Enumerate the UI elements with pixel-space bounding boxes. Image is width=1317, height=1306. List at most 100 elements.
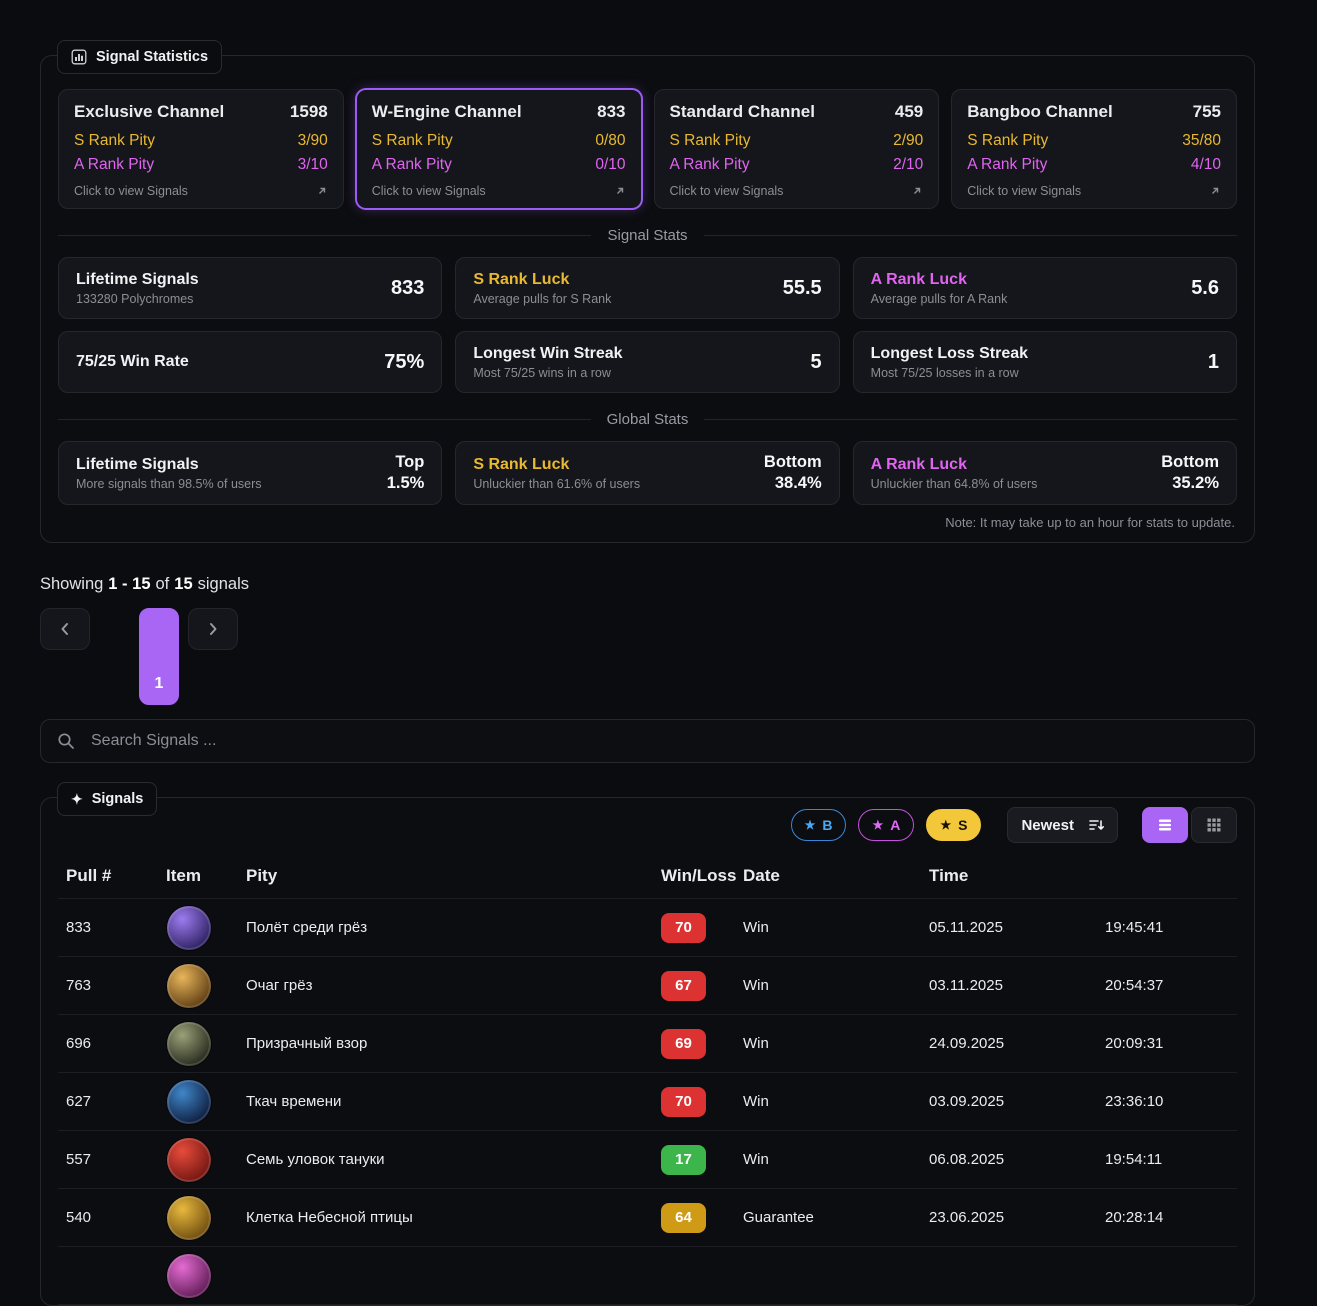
item-name: Очаг грёз xyxy=(246,977,313,994)
channel-card-exclusive[interactable]: Exclusive Channel 1598 S Rank Pity 3/90 … xyxy=(58,89,344,209)
pity-badge: 70 xyxy=(661,1086,706,1117)
s-rank-pity-value: 0/80 xyxy=(595,132,626,149)
search-bar[interactable] xyxy=(40,719,1255,763)
win-loss: Guarantee xyxy=(743,1209,814,1226)
pull-number: 557 xyxy=(66,1151,92,1168)
filter-s-rank[interactable]: ★ S xyxy=(926,809,982,841)
view-toggle xyxy=(1142,807,1237,843)
stat-subtitle: Most 75/25 wins in a row xyxy=(473,365,611,380)
stat-value: Bottom 35.2% xyxy=(1161,453,1219,492)
stat-title: Lifetime Signals xyxy=(76,270,199,288)
stat-title: Longest Win Streak xyxy=(473,344,623,362)
chevron-left-icon xyxy=(61,623,68,635)
view-signals-link: Click to view Signals xyxy=(669,184,784,198)
sort-descending-icon xyxy=(1089,820,1104,830)
page-button-1[interactable]: 1 xyxy=(139,608,179,705)
global-card-lifetime-signals: Lifetime Signals More signals than 98.5%… xyxy=(58,441,443,505)
table-row[interactable]: 763 Очаг грёз 67 Win 03.11.2025 20:54:37 xyxy=(58,957,1237,1015)
star-icon: ★ xyxy=(804,818,816,832)
a-rank-pity-label: A Rank Pity xyxy=(967,156,1048,173)
search-input[interactable] xyxy=(89,731,1238,751)
stat-value: Bottom 38.4% xyxy=(763,453,822,492)
next-page-button[interactable] xyxy=(188,608,238,650)
header-winloss: Win/Loss xyxy=(661,866,737,885)
channel-card-w-engine[interactable]: W-Engine Channel 833 S Rank Pity 0/80 A … xyxy=(355,89,642,209)
view-signals-link: Click to view Signals xyxy=(371,184,486,198)
s-rank-pity-label: S Rank Pity xyxy=(371,132,453,149)
stat-value: 55.5 xyxy=(782,276,822,299)
header-item: Item xyxy=(166,866,201,885)
showing-count: Showing 1 - 15 of 15 signals xyxy=(40,575,249,593)
table-row[interactable]: 557 Семь уловок тануки 17 Win 06.08.2025… xyxy=(58,1131,1237,1189)
pull-date: 05.11.2025 xyxy=(929,919,1003,936)
stat-value: Top 1.5% xyxy=(386,453,425,492)
item-name: Ткач времени xyxy=(246,1093,342,1110)
table-row[interactable] xyxy=(58,1247,1237,1305)
pull-time: 20:09:31 xyxy=(1105,1035,1164,1052)
sparkle-icon: ✦ xyxy=(71,790,83,807)
sort-label: Newest xyxy=(1021,816,1074,834)
stat-title: 75/25 Win Rate xyxy=(76,353,189,370)
filter-label: S xyxy=(958,817,968,833)
a-rank-pity-value: 2/10 xyxy=(893,156,924,173)
item-name: Полёт среди грёз xyxy=(246,919,368,936)
filter-a-rank[interactable]: ★ A xyxy=(858,809,915,841)
item-name: Семь уловок тануки xyxy=(246,1151,385,1168)
sort-dropdown[interactable]: Newest xyxy=(1007,807,1118,843)
a-rank-pity-label: A Rank Pity xyxy=(371,156,452,173)
stat-value: 5.6 xyxy=(1191,276,1219,299)
pity-badge: 69 xyxy=(661,1028,706,1059)
external-link-icon xyxy=(616,187,623,194)
stat-subtitle: Unluckier than 61.6% of users xyxy=(473,476,641,491)
table-row[interactable]: 540 Клетка Небесной птицы 64 Guarantee 2… xyxy=(58,1189,1237,1247)
signal-stats-grid: Lifetime Signals 133280 Polychromes 833 … xyxy=(58,257,1237,393)
stat-subtitle: Average pulls for A Rank xyxy=(870,291,1008,306)
win-loss: Win xyxy=(743,977,769,994)
a-rank-pity-value: 4/10 xyxy=(1190,156,1221,173)
header-pity: Pity xyxy=(246,866,278,885)
channel-total: 459 xyxy=(894,102,924,121)
page: Signal Statistics Exclusive Channel 1598… xyxy=(40,0,1255,1306)
channel-card-standard[interactable]: Standard Channel 459 S Rank Pity 2/90 A … xyxy=(653,89,940,209)
list-view-button[interactable] xyxy=(1142,807,1188,843)
prev-page-button[interactable] xyxy=(40,608,90,650)
stats-update-note: Note: It may take up to an hour for stat… xyxy=(945,515,1235,530)
table-row[interactable]: 696 Призрачный взор 69 Win 24.09.2025 20… xyxy=(58,1015,1237,1073)
stat-title: S Rank Luck xyxy=(473,455,570,473)
s-rank-pity-value: 35/80 xyxy=(1182,132,1221,149)
pity-badge: 17 xyxy=(661,1144,706,1175)
pull-time: 23:36:10 xyxy=(1105,1093,1164,1110)
pull-number: 696 xyxy=(66,1035,92,1052)
table-row[interactable]: 627 Ткач времени 70 Win 03.09.2025 23:36… xyxy=(58,1073,1237,1131)
win-loss: Win xyxy=(743,919,769,936)
stat-title: A Rank Luck xyxy=(870,455,967,473)
pity-badge: 70 xyxy=(661,912,706,943)
channel-card-bangboo[interactable]: Bangboo Channel 755 S Rank Pity 35/80 A … xyxy=(951,89,1237,209)
signal-statistics-tab: Signal Statistics xyxy=(57,40,223,74)
pull-number: 540 xyxy=(66,1209,92,1226)
s-rank-pity-label: S Rank Pity xyxy=(74,132,155,149)
stat-subtitle: Unluckier than 64.8% of users xyxy=(870,476,1038,491)
pity-badge: 67 xyxy=(661,970,706,1001)
pity-badge: 64 xyxy=(661,1202,706,1233)
header-date: Date xyxy=(743,866,780,885)
a-rank-pity-label: A Rank Pity xyxy=(74,156,155,173)
table-row[interactable]: 833 Полёт среди грёз 70 Win 05.11.2025 1… xyxy=(58,899,1237,957)
channel-name: Bangboo Channel xyxy=(967,102,1113,121)
grid-view-button[interactable] xyxy=(1191,807,1237,843)
stat-title: Lifetime Signals xyxy=(76,455,199,473)
stat-subtitle: 133280 Polychromes xyxy=(76,291,194,306)
channel-name: W-Engine Channel xyxy=(371,102,522,121)
channel-cards: Exclusive Channel 1598 S Rank Pity 3/90 … xyxy=(58,89,1237,209)
divider-label: Global Stats xyxy=(606,411,689,428)
header-time: Time xyxy=(929,866,969,885)
pull-date: 03.11.2025 xyxy=(929,977,1003,994)
pull-date: 24.09.2025 xyxy=(929,1035,1005,1052)
stat-title: Longest Loss Streak xyxy=(870,344,1029,362)
pull-time: 19:45:41 xyxy=(1105,919,1164,936)
filter-b-rank[interactable]: ★ B xyxy=(790,809,847,841)
channel-name: Standard Channel xyxy=(669,102,815,121)
s-rank-pity-value: 3/90 xyxy=(297,132,328,149)
stat-value: 5 xyxy=(810,350,822,373)
star-icon: ★ xyxy=(940,818,952,832)
